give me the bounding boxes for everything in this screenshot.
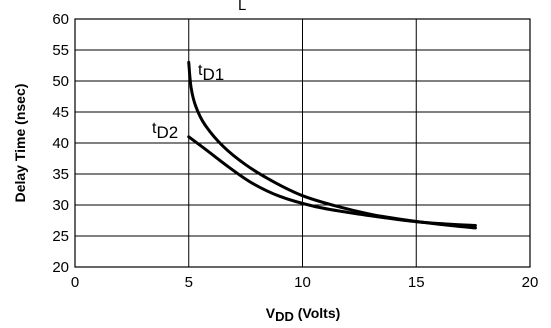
series-label-td1: tD1: [198, 62, 224, 84]
y-tick-label: 35: [52, 166, 69, 183]
x-tick-label: 0: [71, 274, 79, 291]
series-line-td1: [187, 60, 477, 230]
x-axis-title: VDD (Volts): [266, 305, 341, 324]
y-tick-label: 30: [52, 197, 69, 214]
x-tick-labels: 0 5 10 15 20: [71, 274, 539, 291]
x-tick-label: 15: [408, 274, 425, 291]
x-tick-label: 5: [185, 274, 193, 291]
y-tick-labels: 20 25 30 35 40 45 50 55 60: [52, 11, 69, 276]
title-fragment: L: [238, 0, 246, 14]
y-tick-label: 45: [52, 104, 69, 121]
y-axis-title: Delay Time (nsec): [12, 84, 28, 203]
y-tick-label: 55: [52, 42, 69, 59]
x-tick-label: 10: [294, 274, 311, 291]
series-line-td2: [187, 135, 477, 227]
y-tick-label: 25: [52, 228, 69, 245]
grid: [74, 18, 531, 268]
y-tick-label: 60: [52, 11, 69, 28]
series-label-td2: tD2: [152, 120, 178, 142]
plot-frame: [74, 18, 531, 268]
y-tick-label: 20: [52, 259, 69, 276]
y-tick-label: 50: [52, 73, 69, 90]
x-tick-label: 20: [522, 274, 539, 291]
series-lines: [187, 60, 477, 230]
y-tick-label: 40: [52, 135, 69, 152]
